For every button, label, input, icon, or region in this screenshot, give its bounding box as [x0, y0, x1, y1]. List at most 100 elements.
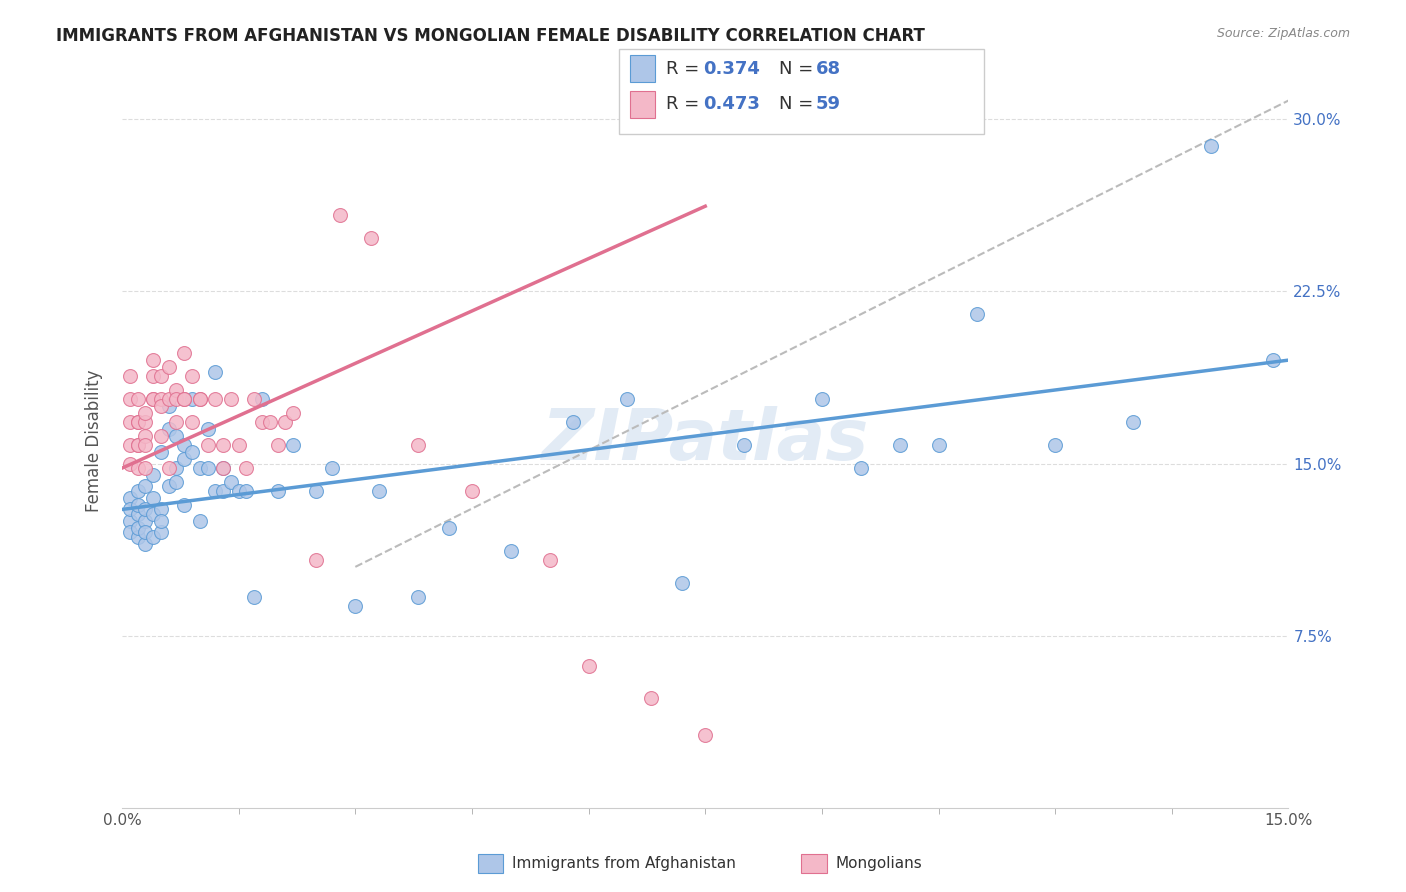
Point	[305, 553, 328, 567]
Point	[281, 438, 304, 452]
Point	[149, 369, 172, 384]
Point	[173, 346, 195, 360]
Point	[181, 369, 204, 384]
Point	[127, 484, 149, 499]
Point	[266, 484, 288, 499]
Point	[188, 461, 211, 475]
Text: 68: 68	[815, 60, 841, 78]
Point	[228, 438, 250, 452]
Point	[461, 484, 484, 499]
Point	[188, 514, 211, 528]
Point	[127, 461, 149, 475]
Point	[142, 392, 165, 407]
Point	[127, 438, 149, 452]
Point	[811, 392, 834, 407]
Point	[149, 392, 172, 407]
Text: Mongolians: Mongolians	[835, 856, 922, 871]
Point	[157, 392, 180, 407]
Point	[118, 525, 141, 540]
Point	[134, 502, 156, 516]
Point	[127, 415, 149, 429]
Point	[321, 461, 343, 475]
Point	[188, 392, 211, 407]
Point	[578, 658, 600, 673]
Point	[695, 728, 717, 742]
Point	[127, 438, 149, 452]
Point	[305, 484, 328, 499]
Point	[243, 392, 266, 407]
Point	[118, 438, 141, 452]
Point	[118, 392, 141, 407]
Point	[166, 429, 188, 443]
Point	[235, 484, 257, 499]
Point	[640, 690, 662, 705]
Point	[228, 484, 250, 499]
Point	[134, 429, 156, 443]
Point	[250, 415, 273, 429]
Point	[966, 307, 988, 321]
Point	[212, 461, 235, 475]
Text: 0.374: 0.374	[703, 60, 759, 78]
Point	[166, 461, 188, 475]
Point	[259, 415, 281, 429]
Point	[181, 445, 204, 459]
Point	[118, 457, 141, 471]
Point	[1043, 438, 1066, 452]
Point	[127, 530, 149, 544]
Point	[1122, 415, 1144, 429]
Point	[181, 415, 204, 429]
Point	[166, 392, 188, 407]
Point	[849, 461, 872, 475]
Point	[733, 438, 755, 452]
Point	[889, 438, 911, 452]
Point	[118, 514, 141, 528]
Point	[616, 392, 638, 407]
Point	[173, 498, 195, 512]
Text: 0.473: 0.473	[703, 95, 759, 113]
Point	[134, 415, 156, 429]
Point	[142, 507, 165, 521]
Point	[142, 392, 165, 407]
Point	[149, 399, 172, 413]
Point	[1199, 139, 1222, 153]
Point	[166, 383, 188, 397]
Point	[149, 525, 172, 540]
Point	[173, 392, 195, 407]
Text: N =: N =	[779, 95, 818, 113]
Text: IMMIGRANTS FROM AFGHANISTAN VS MONGOLIAN FEMALE DISABILITY CORRELATION CHART: IMMIGRANTS FROM AFGHANISTAN VS MONGOLIAN…	[56, 27, 925, 45]
Point	[134, 514, 156, 528]
Point	[157, 461, 180, 475]
Point	[142, 467, 165, 482]
Point	[243, 590, 266, 604]
Point	[157, 359, 180, 374]
Point	[219, 475, 242, 489]
Point	[173, 392, 195, 407]
Point	[671, 576, 693, 591]
Point	[928, 438, 950, 452]
Point	[188, 392, 211, 407]
Point	[406, 590, 429, 604]
Point	[499, 543, 522, 558]
Point	[235, 461, 257, 475]
Point	[344, 599, 367, 613]
Point	[157, 422, 180, 436]
Point	[204, 484, 226, 499]
Point	[250, 392, 273, 407]
Point	[274, 415, 297, 429]
Point	[204, 392, 226, 407]
Point	[197, 422, 219, 436]
Point	[118, 491, 141, 505]
Point	[118, 502, 141, 516]
Point	[127, 507, 149, 521]
Point	[212, 461, 235, 475]
Point	[127, 521, 149, 535]
Point	[406, 438, 429, 452]
Point	[173, 438, 195, 452]
Point	[127, 415, 149, 429]
Y-axis label: Female Disability: Female Disability	[86, 369, 103, 512]
Point	[212, 438, 235, 452]
Point	[134, 461, 156, 475]
Point	[118, 415, 141, 429]
Point	[360, 231, 382, 245]
Point	[149, 502, 172, 516]
